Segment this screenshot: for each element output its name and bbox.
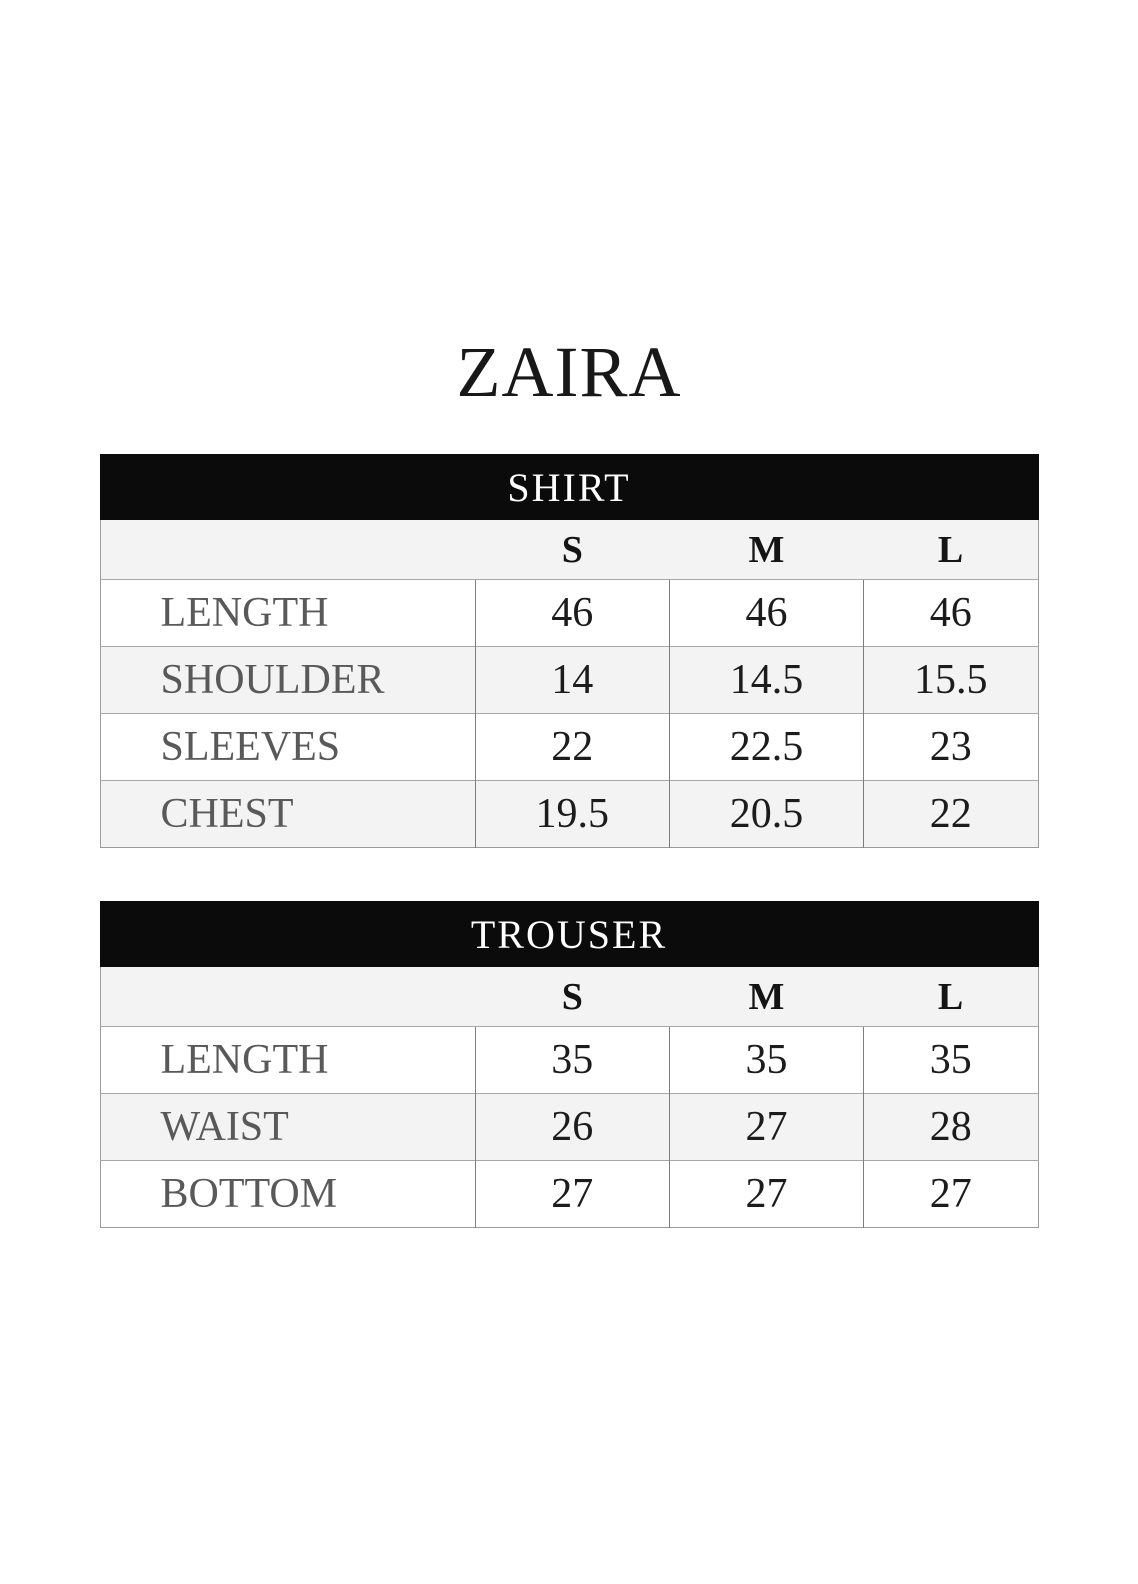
size-value: 46 <box>668 579 864 647</box>
size-value: 35 <box>863 1026 1038 1094</box>
row-label: LENGTH <box>160 590 329 636</box>
shirt-size-header-row: S M L <box>100 519 1038 580</box>
size-value: 28 <box>863 1093 1038 1161</box>
trouser-header-band: TROUSER <box>99 901 1039 967</box>
size-value: 27 <box>863 1160 1038 1228</box>
table-row: LENGTH 35 35 35 <box>100 1026 1038 1094</box>
size-column-header-s: S <box>475 519 670 580</box>
row-label: LENGTH <box>160 1037 329 1083</box>
row-label: WAIST <box>160 1104 289 1150</box>
tables-container: SHIRT S M L LENGTH 46 46 46 SHOULDER <box>99 454 1039 1228</box>
size-value: 35 <box>474 1026 670 1094</box>
size-value: 14 <box>474 646 670 714</box>
shirt-size-table: SHIRT S M L LENGTH 46 46 46 SHOULDER <box>99 454 1039 848</box>
size-value: 22 <box>474 713 670 781</box>
size-value: 35 <box>668 1026 864 1094</box>
trouser-size-header-row: S M L <box>100 966 1038 1027</box>
size-row-spacer <box>100 519 476 580</box>
size-value: 14.5 <box>668 646 864 714</box>
size-column-header-l: L <box>863 519 1038 580</box>
size-value: 26 <box>474 1093 670 1161</box>
size-value: 22 <box>863 780 1038 848</box>
size-value: 19.5 <box>474 780 670 848</box>
table-row: WAIST 26 27 28 <box>100 1093 1038 1161</box>
size-column-header-s: S <box>475 966 670 1027</box>
row-label: SHOULDER <box>160 657 385 703</box>
size-value: 27 <box>668 1093 864 1161</box>
size-column-header-m: M <box>669 519 864 580</box>
size-value: 22.5 <box>668 713 864 781</box>
size-value: 20.5 <box>668 780 864 848</box>
table-row: LENGTH 46 46 46 <box>100 579 1038 647</box>
size-row-spacer <box>100 966 476 1027</box>
table-row: SHOULDER 14 14.5 15.5 <box>100 646 1038 714</box>
size-value: 27 <box>668 1160 864 1228</box>
table-row: CHEST 19.5 20.5 22 <box>100 780 1038 848</box>
size-value: 46 <box>863 579 1038 647</box>
page-title: ZAIRA <box>456 332 682 412</box>
table-row: SLEEVES 22 22.5 23 <box>100 713 1038 781</box>
size-column-header-m: M <box>669 966 864 1027</box>
size-value: 27 <box>474 1160 670 1228</box>
size-value: 15.5 <box>863 646 1038 714</box>
row-label: SLEEVES <box>160 724 341 770</box>
shirt-table-title: SHIRT <box>99 454 1039 520</box>
row-label: BOTTOM <box>160 1171 338 1217</box>
row-label: CHEST <box>160 791 294 837</box>
size-column-header-l: L <box>863 966 1038 1027</box>
size-value: 46 <box>474 579 670 647</box>
trouser-size-table: TROUSER S M L LENGTH 35 35 35 WAIST <box>99 901 1039 1228</box>
size-value: 23 <box>863 713 1038 781</box>
trouser-table-title: TROUSER <box>99 901 1039 967</box>
shirt-header-band: SHIRT <box>99 454 1039 520</box>
table-row: BOTTOM 27 27 27 <box>100 1160 1038 1228</box>
